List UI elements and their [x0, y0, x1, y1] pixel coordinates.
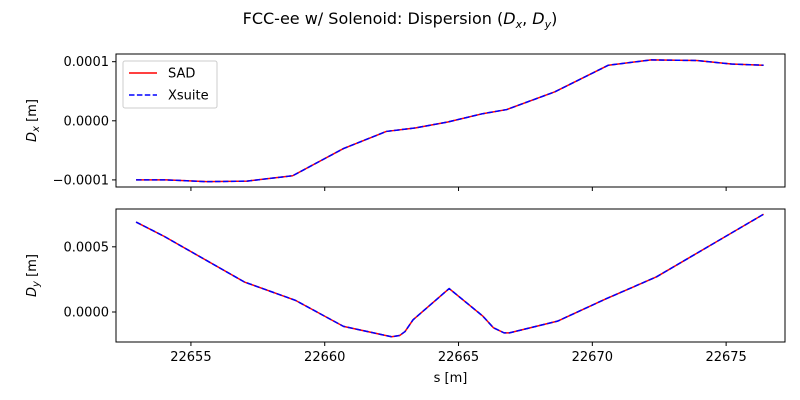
dy-panel: 0.0000 0.0005 22655 22660 22665 22670 22675 Dy…	[25, 208, 786, 386]
dx-y-axis-label: Dx [m]	[25, 99, 42, 142]
dx-series-xsuite	[136, 59, 764, 183]
dy-xtick-label: 22670	[572, 350, 613, 365]
dy-y-axis-label: Dy [m]	[25, 254, 42, 297]
dy-xtick-label: 22675	[705, 350, 746, 365]
dy-series-xsuite	[135, 213, 764, 338]
dy-xtick-label: 22655	[170, 350, 211, 365]
s-x-axis-label: s [m]	[434, 371, 468, 386]
dy-xtick-label: 22660	[304, 350, 345, 365]
legend-sad-label: SAD	[168, 67, 195, 82]
dx-panel: −0.0001 0.0000 0.0001 Dx [m] SAD Xsuite	[25, 53, 786, 191]
dx-ytick-label: 0.0001	[64, 55, 110, 70]
dy-series-layer	[135, 213, 764, 338]
dx-ytick-label: −0.0001	[53, 173, 109, 188]
dx-ytick-label: 0.0000	[64, 114, 110, 129]
legend: SAD Xsuite	[122, 60, 218, 109]
dy-axes-frame	[115, 208, 786, 343]
dy-xtick-label: 22665	[438, 350, 479, 365]
figure-title: FCC-ee w/ Solenoid: Dispersion (Dx, Dy)	[243, 9, 558, 31]
dy-ytick-label: 0.0000	[64, 306, 110, 321]
dx-series-layer	[136, 59, 764, 183]
dy-ytick-label: 0.0005	[64, 240, 110, 255]
legend-xsuite-label: Xsuite	[168, 89, 209, 104]
